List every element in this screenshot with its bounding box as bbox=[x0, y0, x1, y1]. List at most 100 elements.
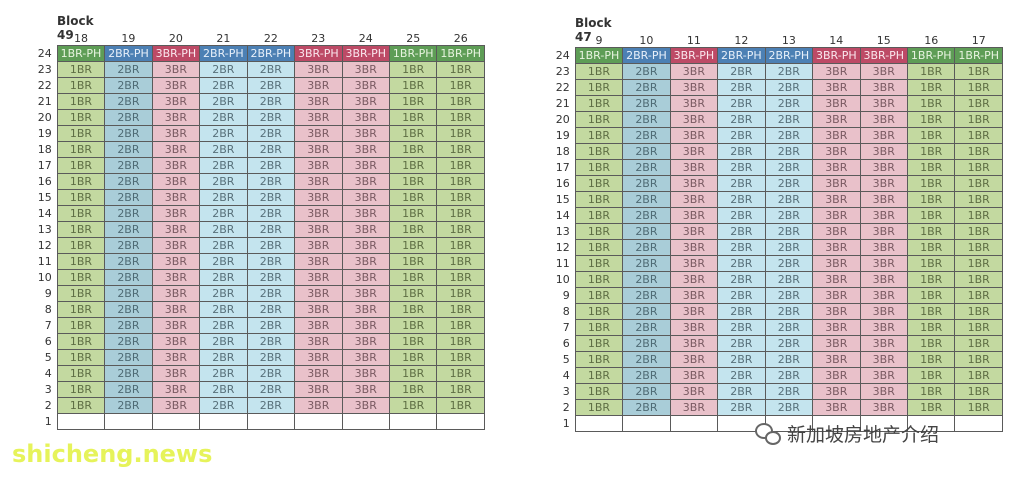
unit-cell: 1BR bbox=[574, 207, 624, 224]
unit-cell: 2BR bbox=[199, 157, 248, 174]
unit-cell: 2BR bbox=[764, 255, 814, 272]
unit-cell: 3BR bbox=[859, 79, 909, 96]
unit-cell: 3BR bbox=[812, 383, 861, 400]
unit-cell: 3BR bbox=[341, 269, 391, 286]
unit-cell: 3BR bbox=[669, 351, 719, 368]
floor-number: 15 bbox=[37, 190, 52, 204]
unit-cell: 3BR bbox=[859, 63, 909, 80]
unit-cell-empty bbox=[294, 413, 343, 430]
unit-cell: 2BR bbox=[717, 175, 766, 192]
unit-cell: 1BR bbox=[436, 365, 485, 382]
unit-cell-empty bbox=[56, 413, 106, 430]
unit-cell-empty bbox=[246, 413, 296, 430]
unit-cell: 2BR bbox=[717, 351, 766, 368]
unit-cell: 1BR bbox=[388, 61, 438, 78]
unit-cell: 3BR bbox=[669, 399, 719, 416]
unit-cell: 3BR bbox=[294, 61, 343, 78]
floor-number: 5 bbox=[562, 352, 570, 366]
floor-number: 16 bbox=[37, 174, 52, 188]
stack-number: 15 bbox=[876, 34, 891, 47]
unit-cell: 2BR bbox=[622, 303, 671, 320]
unit-cell: 2BR bbox=[199, 237, 248, 254]
unit-cell: 3BR bbox=[341, 397, 391, 414]
unit-cell: 1BR bbox=[906, 287, 956, 304]
floor-number: 9 bbox=[44, 286, 52, 300]
floor-number: 21 bbox=[555, 96, 570, 110]
unit-cell: 3BR bbox=[294, 349, 343, 366]
floor-number: 17 bbox=[555, 160, 570, 174]
unit-cell: 1BR bbox=[954, 351, 1003, 368]
unit-cell: 3BR bbox=[812, 79, 861, 96]
unit-cell: 3BR bbox=[812, 143, 861, 160]
unit-cell: 2BR bbox=[622, 319, 671, 336]
unit-cell: 3BR bbox=[812, 319, 861, 336]
unit-cell: 2BR bbox=[622, 111, 671, 128]
unit-cell: 1BR bbox=[574, 351, 624, 368]
unit-cell: 3BR bbox=[151, 397, 201, 414]
unit-cell: 2BR bbox=[104, 397, 153, 414]
unit-cell: 3BR bbox=[151, 157, 201, 174]
unit-cell: 3BR bbox=[812, 95, 861, 112]
unit-cell-empty bbox=[954, 415, 1003, 432]
unit-cell: 3BR bbox=[294, 285, 343, 302]
unit-cell: 2BR bbox=[246, 109, 296, 126]
unit-cell: 2BR bbox=[104, 317, 153, 334]
unit-cell: 1BR bbox=[436, 301, 485, 318]
unit-cell: 2BR bbox=[246, 381, 296, 398]
unit-cell: 1BR bbox=[954, 79, 1003, 96]
unit-cell: 2BR bbox=[104, 381, 153, 398]
unit-cell: 2BR bbox=[199, 317, 248, 334]
unit-cell: 1BR bbox=[56, 173, 106, 190]
unit-cell: 1BR bbox=[574, 223, 624, 240]
unit-cell: 2BR bbox=[717, 255, 766, 272]
unit-cell: 2BR bbox=[199, 93, 248, 110]
unit-cell: 1BR bbox=[388, 317, 438, 334]
unit-cell: 3BR bbox=[669, 111, 719, 128]
unit-cell: 1BR bbox=[954, 159, 1003, 176]
floor-number: 11 bbox=[555, 256, 570, 270]
unit-cell-empty bbox=[104, 413, 153, 430]
unit-cell: 3BR bbox=[669, 223, 719, 240]
floor-number: 24 bbox=[555, 48, 570, 62]
unit-cell: 1BR bbox=[56, 157, 106, 174]
unit-cell: 1BR-PH bbox=[906, 47, 956, 64]
unit-cell: 2BR bbox=[717, 383, 766, 400]
floor-number: 14 bbox=[37, 206, 52, 220]
unit-cell: 2BR bbox=[764, 271, 814, 288]
unit-cell: 3BR bbox=[151, 61, 201, 78]
unit-cell: 2BR bbox=[764, 367, 814, 384]
unit-cell: 1BR bbox=[388, 141, 438, 158]
unit-cell: 1BR bbox=[954, 319, 1003, 336]
unit-cell: 2BR bbox=[622, 335, 671, 352]
unit-cell: 1BR bbox=[436, 77, 485, 94]
unit-cell: 3BR bbox=[294, 237, 343, 254]
unit-cell: 3BR bbox=[669, 255, 719, 272]
unit-cell: 1BR bbox=[56, 365, 106, 382]
unit-cell: 2BR-PH bbox=[246, 45, 296, 62]
unit-cell: 2BR bbox=[199, 285, 248, 302]
unit-cell: 2BR bbox=[622, 239, 671, 256]
unit-cell: 3BR bbox=[151, 301, 201, 318]
unit-cell: 3BR bbox=[669, 271, 719, 288]
unit-cell: 1BR bbox=[906, 399, 956, 416]
unit-cell: 3BR bbox=[294, 381, 343, 398]
unit-cell: 1BR bbox=[954, 95, 1003, 112]
unit-cell: 3BR bbox=[859, 399, 909, 416]
wechat-icon bbox=[755, 422, 781, 445]
unit-cell: 3BR bbox=[341, 285, 391, 302]
unit-cell: 2BR bbox=[199, 365, 248, 382]
unit-cell: 1BR bbox=[388, 253, 438, 270]
unit-cell: 1BR bbox=[436, 269, 485, 286]
unit-cell: 1BR bbox=[388, 301, 438, 318]
unit-cell: 1BR bbox=[574, 335, 624, 352]
unit-cell: 3BR bbox=[294, 189, 343, 206]
unit-cell: 1BR bbox=[388, 269, 438, 286]
unit-cell: 2BR bbox=[764, 79, 814, 96]
unit-cell: 1BR bbox=[906, 239, 956, 256]
unit-cell: 1BR bbox=[954, 207, 1003, 224]
floor-number: 2 bbox=[44, 398, 52, 412]
unit-cell: 2BR bbox=[104, 61, 153, 78]
unit-cell: 1BR bbox=[56, 125, 106, 142]
unit-cell: 3BR bbox=[341, 333, 391, 350]
unit-cell: 1BR bbox=[574, 319, 624, 336]
